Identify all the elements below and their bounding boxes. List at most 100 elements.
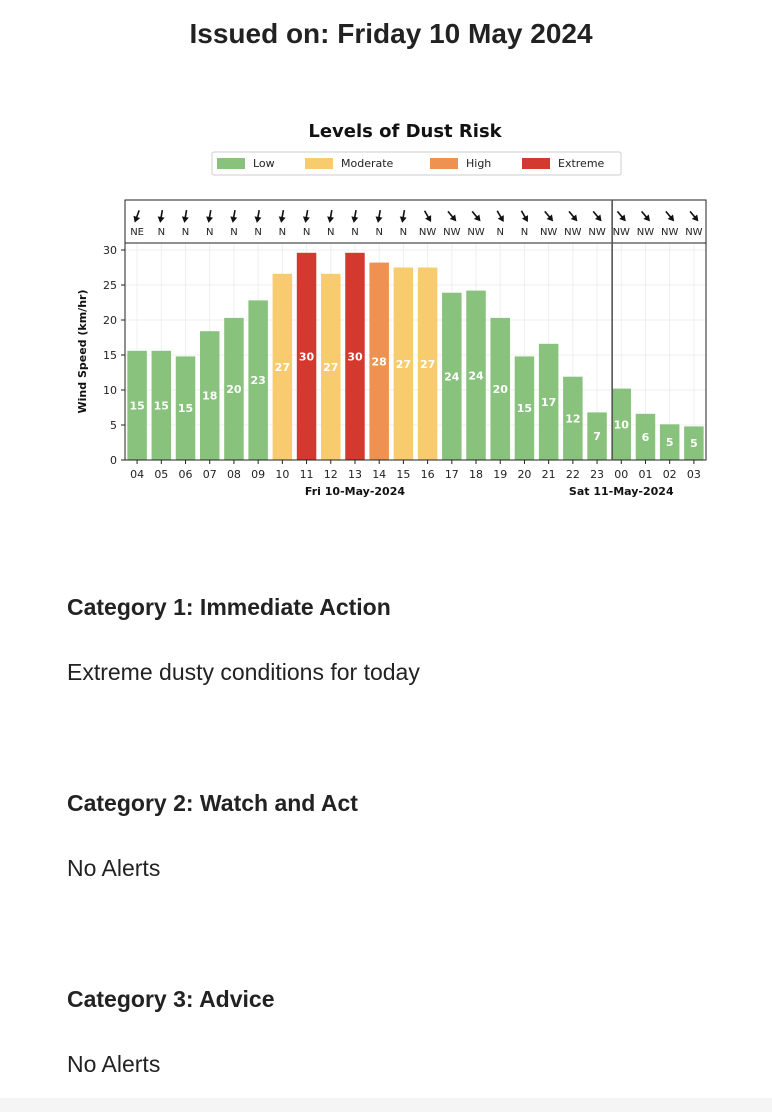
bar-20 [514, 356, 535, 460]
bar-value-label: 5 [666, 436, 674, 449]
bar-value-label: 24 [468, 369, 484, 382]
bar-05 [151, 350, 172, 460]
legend-label-high: High [466, 157, 491, 170]
bar-value-label: 10 [614, 418, 630, 431]
wind-direction-label: N [158, 227, 165, 238]
wind-arrow-icon [496, 210, 504, 223]
wind-arrow-icon [665, 210, 675, 222]
bar-value-label: 23 [250, 374, 265, 387]
bar-18 [466, 290, 486, 460]
wind-arrow-icon [616, 210, 626, 222]
wind-direction-label: NW [540, 227, 557, 238]
wind-arrow-icon [254, 209, 262, 223]
wind-direction-label: N [182, 227, 189, 238]
bar-value-label: 15 [154, 399, 169, 412]
x-tick-label: 02 [663, 468, 677, 481]
issued-date-heading: Issued on: Friday 10 May 2024 [189, 18, 593, 49]
bar-14 [369, 262, 389, 460]
category-1-body: Extreme dusty conditions for today [67, 659, 420, 685]
wind-arrow-icon [375, 209, 383, 223]
wind-arrow-icon [568, 210, 578, 222]
bar-value-label: 7 [593, 430, 601, 443]
wind-arrow-icon [520, 210, 528, 223]
y-tick-label: 5 [110, 419, 117, 432]
x-tick-label: 15 [396, 468, 410, 481]
bar-17 [442, 292, 462, 460]
bar-value-label: 20 [226, 383, 242, 396]
bar-value-label: 27 [275, 361, 290, 374]
wind-arrow-icon [544, 210, 554, 222]
bar-02 [659, 424, 680, 460]
bar-value-label: 20 [493, 383, 509, 396]
x-tick-label: 13 [348, 468, 362, 481]
bar-12 [321, 273, 341, 460]
wind-direction-label: NW [661, 227, 678, 238]
bar-value-label: 24 [444, 370, 460, 383]
legend-label-moderate: Moderate [341, 157, 394, 170]
bar-value-label: 15 [517, 402, 532, 415]
bar-03 [684, 426, 704, 460]
bar-21 [538, 343, 559, 460]
wind-arrow-icon [471, 210, 481, 222]
y-tick-label: 20 [103, 314, 117, 327]
bar-value-label: 27 [323, 361, 338, 374]
wind-direction-label: N [206, 227, 213, 238]
chart-title: Levels of Dust Risk [308, 121, 502, 142]
wind-direction-label: N [351, 227, 358, 238]
wind-arrow-icon [641, 210, 650, 222]
wind-direction-label: NW [685, 227, 702, 238]
x-tick-label: 07 [203, 468, 217, 481]
date-label: Sat 11-May-2024 [569, 485, 674, 498]
x-tick-label: 12 [324, 468, 338, 481]
x-tick-label: 19 [493, 468, 507, 481]
x-tick-label: 22 [566, 468, 580, 481]
wind-arrow-icon [302, 209, 310, 223]
bar-value-label: 30 [299, 350, 315, 363]
bar-09 [248, 300, 268, 460]
x-tick-label: 03 [687, 468, 701, 481]
wind-arrow-icon [206, 209, 214, 223]
wind-arrow-icon [230, 209, 238, 223]
bar-value-label: 6 [642, 431, 650, 444]
wind-arrow-icon [181, 209, 189, 223]
wind-arrow-icon [689, 210, 699, 222]
wind-arrow-icon [399, 209, 407, 223]
wind-direction-label: NW [588, 227, 605, 238]
y-tick-label: 10 [103, 384, 117, 397]
wind-arrow-icon [327, 209, 335, 223]
bar-19 [490, 317, 510, 460]
bar-06 [175, 356, 196, 460]
bar-value-label: 15 [129, 399, 144, 412]
bar-13 [345, 252, 365, 460]
wind-direction-label: N [230, 227, 237, 238]
wind-arrow-icon [278, 209, 286, 223]
wind-arrow-icon [351, 209, 359, 223]
bar-00 [611, 388, 632, 460]
bar-04 [127, 350, 147, 460]
category-3-body: No Alerts [67, 1051, 161, 1077]
bar-11 [296, 252, 317, 460]
footer-strip [0, 1098, 772, 1112]
y-tick-label: 25 [103, 279, 117, 292]
bar-value-label: 28 [372, 355, 387, 368]
wind-direction-label: N [521, 227, 528, 238]
x-tick-label: 05 [154, 468, 168, 481]
legend-box [211, 151, 622, 176]
bar-value-label: 18 [202, 390, 217, 403]
bar-08 [224, 317, 244, 460]
category-2-body: No Alerts [67, 855, 161, 881]
wind-direction-label: N [375, 227, 382, 238]
legend-label-low: Low [253, 157, 275, 170]
legend-swatch-extreme [522, 158, 550, 169]
wind-direction-label: NE [130, 227, 144, 238]
wind-direction-label: N [327, 227, 334, 238]
wind-arrow-icon [447, 210, 457, 222]
x-tick-label: 11 [300, 468, 314, 481]
wind-direction-label: NW [637, 227, 654, 238]
wind-direction-label: NW [613, 227, 630, 238]
bar-value-label: 27 [420, 358, 435, 371]
bar-value-label: 15 [178, 402, 193, 415]
wind-arrow-icon [423, 210, 432, 223]
x-tick-label: 23 [590, 468, 604, 481]
wind-arrow-icon [157, 209, 165, 223]
